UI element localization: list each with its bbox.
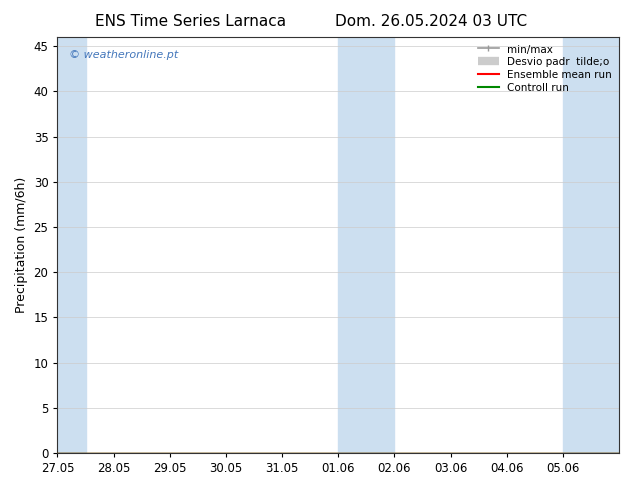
Text: Dom. 26.05.2024 03 UTC: Dom. 26.05.2024 03 UTC [335,14,527,29]
Bar [338,37,394,453]
Y-axis label: Precipitation (mm/6h): Precipitation (mm/6h) [15,177,28,313]
Text: ENS Time Series Larnaca: ENS Time Series Larnaca [94,14,286,29]
Text: © weatheronline.pt: © weatheronline.pt [68,49,178,59]
Bar [563,37,619,453]
Legend: min/max, Desvio padr  tilde;o, Ensemble mean run, Controll run: min/max, Desvio padr tilde;o, Ensemble m… [476,42,614,95]
Bar [58,37,86,453]
